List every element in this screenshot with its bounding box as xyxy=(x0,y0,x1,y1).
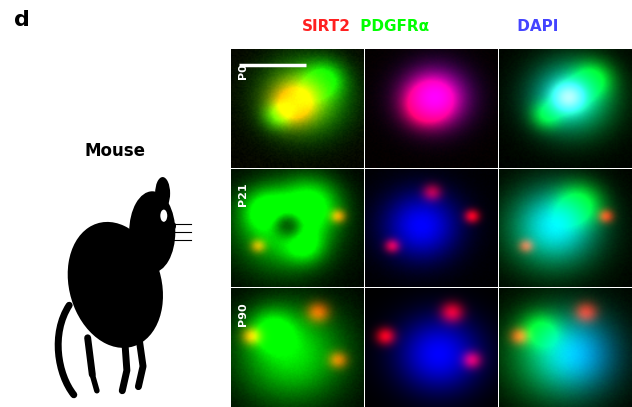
Text: Mouse: Mouse xyxy=(85,142,146,160)
Text: PDGFRα: PDGFRα xyxy=(355,20,429,34)
Circle shape xyxy=(161,210,167,222)
Text: P0: P0 xyxy=(238,63,248,79)
Circle shape xyxy=(129,191,175,273)
Ellipse shape xyxy=(68,222,163,348)
Text: DAPI: DAPI xyxy=(512,20,558,34)
Text: d: d xyxy=(14,10,30,30)
Circle shape xyxy=(173,223,176,229)
Text: SIRT2: SIRT2 xyxy=(302,20,351,34)
Ellipse shape xyxy=(155,177,170,210)
Text: P21: P21 xyxy=(238,183,248,206)
Text: P90: P90 xyxy=(238,302,248,326)
